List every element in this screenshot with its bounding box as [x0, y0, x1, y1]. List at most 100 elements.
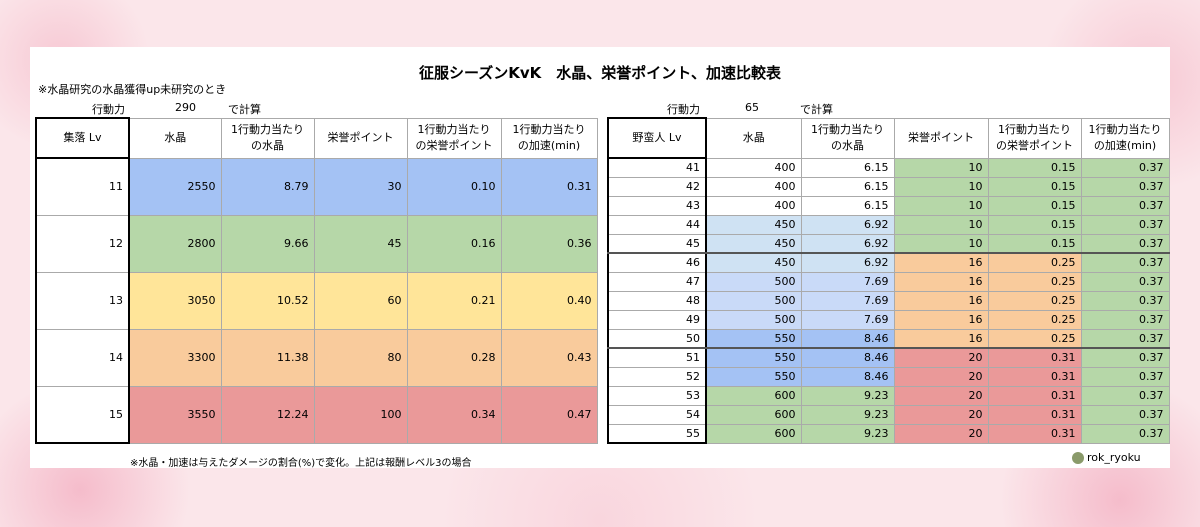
cell: 9.23 [800, 423, 895, 444]
cell: 450 [705, 233, 802, 254]
header-line: 水晶 [742, 131, 765, 144]
cell: 9.23 [800, 404, 895, 425]
row: 49 500 7.69 16 0.25 0.37 [607, 309, 1170, 330]
cell: 46 [607, 252, 707, 273]
row: 48 500 7.69 16 0.25 0.37 [607, 290, 1170, 311]
header-cell: 1行動力当たり の加速(min) [500, 117, 598, 159]
cell: 7.69 [800, 309, 895, 330]
cell: 16 [893, 252, 989, 273]
cell: 0.37 [1080, 271, 1170, 292]
header-cell: 1行動力当たり の栄誉ポイント [987, 117, 1082, 159]
cell: 0.15 [987, 157, 1082, 178]
row: 54 600 9.23 20 0.31 0.37 [607, 404, 1170, 425]
cell: 450 [705, 252, 802, 273]
header-line: 栄誉ポイント [327, 131, 394, 144]
cell: 0.31 [987, 385, 1082, 406]
cell: 16 [893, 271, 989, 292]
header-line: 1行動力当たり [512, 123, 586, 136]
cell: 600 [705, 423, 802, 444]
row: 47 500 7.69 16 0.25 0.37 [607, 271, 1170, 292]
cell: 0.37 [1080, 309, 1170, 330]
cell: 400 [705, 157, 802, 178]
cell: 45 [313, 214, 408, 273]
cell: 30 [313, 157, 408, 216]
cell: 0.37 [1080, 347, 1170, 368]
row: 13 3050 10.52 60 0.21 0.40 [35, 271, 598, 330]
header-line: の水晶 [251, 139, 284, 152]
cell: 43 [607, 195, 707, 216]
cell: 0.28 [406, 328, 502, 387]
cell: 53 [607, 385, 707, 406]
header-line: 水晶 [164, 131, 187, 144]
cell: 20 [893, 404, 989, 425]
row: 44 450 6.92 10 0.15 0.37 [607, 214, 1170, 235]
cell: 44 [607, 214, 707, 235]
cell: 0.31 [500, 157, 598, 216]
header-cell: 1行動力当たり の水晶 [800, 117, 895, 159]
cell: 7.69 [800, 290, 895, 311]
cell: 49 [607, 309, 707, 330]
row: 14 3300 11.38 80 0.28 0.43 [35, 328, 598, 387]
cell: 2550 [128, 157, 222, 216]
suffix: で計算 [800, 103, 833, 116]
cell: 0.37 [1080, 404, 1170, 425]
cell: 54 [607, 404, 707, 425]
cell: 45 [607, 233, 707, 254]
cell: 0.37 [1080, 195, 1170, 216]
header-line: 栄誉ポイント [908, 131, 974, 144]
cell: 0.34 [406, 385, 502, 444]
header-line: 1行動力当たり [417, 123, 491, 136]
header-row: 野蛮人 Lv 水晶 1行動力当たり の水晶 栄誉ポイント 1行動力当たり の栄誉ポイント 1行… [607, 117, 1170, 159]
cell: 0.31 [987, 423, 1082, 444]
cell: 0.43 [500, 328, 598, 387]
header-line: 集落 Lv [63, 131, 102, 144]
cell: 10 [893, 195, 989, 216]
cell: 0.47 [500, 385, 598, 444]
cell: 0.25 [987, 328, 1082, 349]
label: 行動力 [667, 103, 700, 116]
cell: 16 [893, 328, 989, 349]
title: 征服シーズンKvK 水晶、栄誉ポイント、加速比較表 [419, 64, 781, 82]
table-left: 集落 Lv 水晶 1行動力当たり の水晶 栄誉ポイント 1行動力当たり の栄誉ポイント 1行動… [35, 117, 598, 444]
cell: 9.23 [800, 385, 895, 406]
suffix: で計算 [228, 103, 261, 116]
cell: 42 [607, 176, 707, 197]
cell: 400 [705, 176, 802, 197]
cell: 100 [313, 385, 408, 444]
header-cell: 栄誉ポイント [893, 117, 989, 159]
value: 290 [175, 101, 196, 114]
cell: 0.15 [987, 233, 1082, 254]
cell: 20 [893, 423, 989, 444]
cell: 3300 [128, 328, 222, 387]
cell: 550 [705, 347, 802, 368]
cell: 8.46 [800, 347, 895, 368]
cell: 10.52 [220, 271, 315, 330]
cell: 16 [893, 309, 989, 330]
header-line: 1行動力当たり [231, 123, 304, 136]
header-line: の加速(min) [517, 139, 581, 152]
cell: 0.37 [1080, 385, 1170, 406]
cell: 0.25 [987, 309, 1082, 330]
cell: 6.15 [800, 195, 895, 216]
cell: 0.37 [1080, 366, 1170, 387]
row: 52 550 8.46 20 0.31 0.37 [607, 366, 1170, 387]
header-cell: 水晶 [705, 117, 802, 159]
header-line: 1行動力当たり [1088, 123, 1162, 136]
cell: 0.25 [987, 252, 1082, 273]
cell: 10 [893, 233, 989, 254]
cell: 0.21 [406, 271, 502, 330]
cell: 0.16 [406, 214, 502, 273]
cell: 0.37 [1080, 290, 1170, 311]
cell: 0.37 [1080, 214, 1170, 235]
cell: 0.37 [1080, 328, 1170, 349]
cell: 11.38 [220, 328, 315, 387]
row: 50 550 8.46 16 0.25 0.37 [607, 328, 1170, 349]
cell: 0.31 [987, 347, 1082, 368]
header-cell: 1行動力当たり の加速(min) [1080, 117, 1170, 159]
cell: 8.46 [800, 366, 895, 387]
cell: 0.37 [1080, 252, 1170, 273]
cell: 400 [705, 195, 802, 216]
header-row: 集落 Lv 水晶 1行動力当たり の水晶 栄誉ポイント 1行動力当たり の栄誉ポイント 1行動… [35, 117, 598, 159]
cell: 0.31 [987, 366, 1082, 387]
cell: 3550 [128, 385, 222, 444]
